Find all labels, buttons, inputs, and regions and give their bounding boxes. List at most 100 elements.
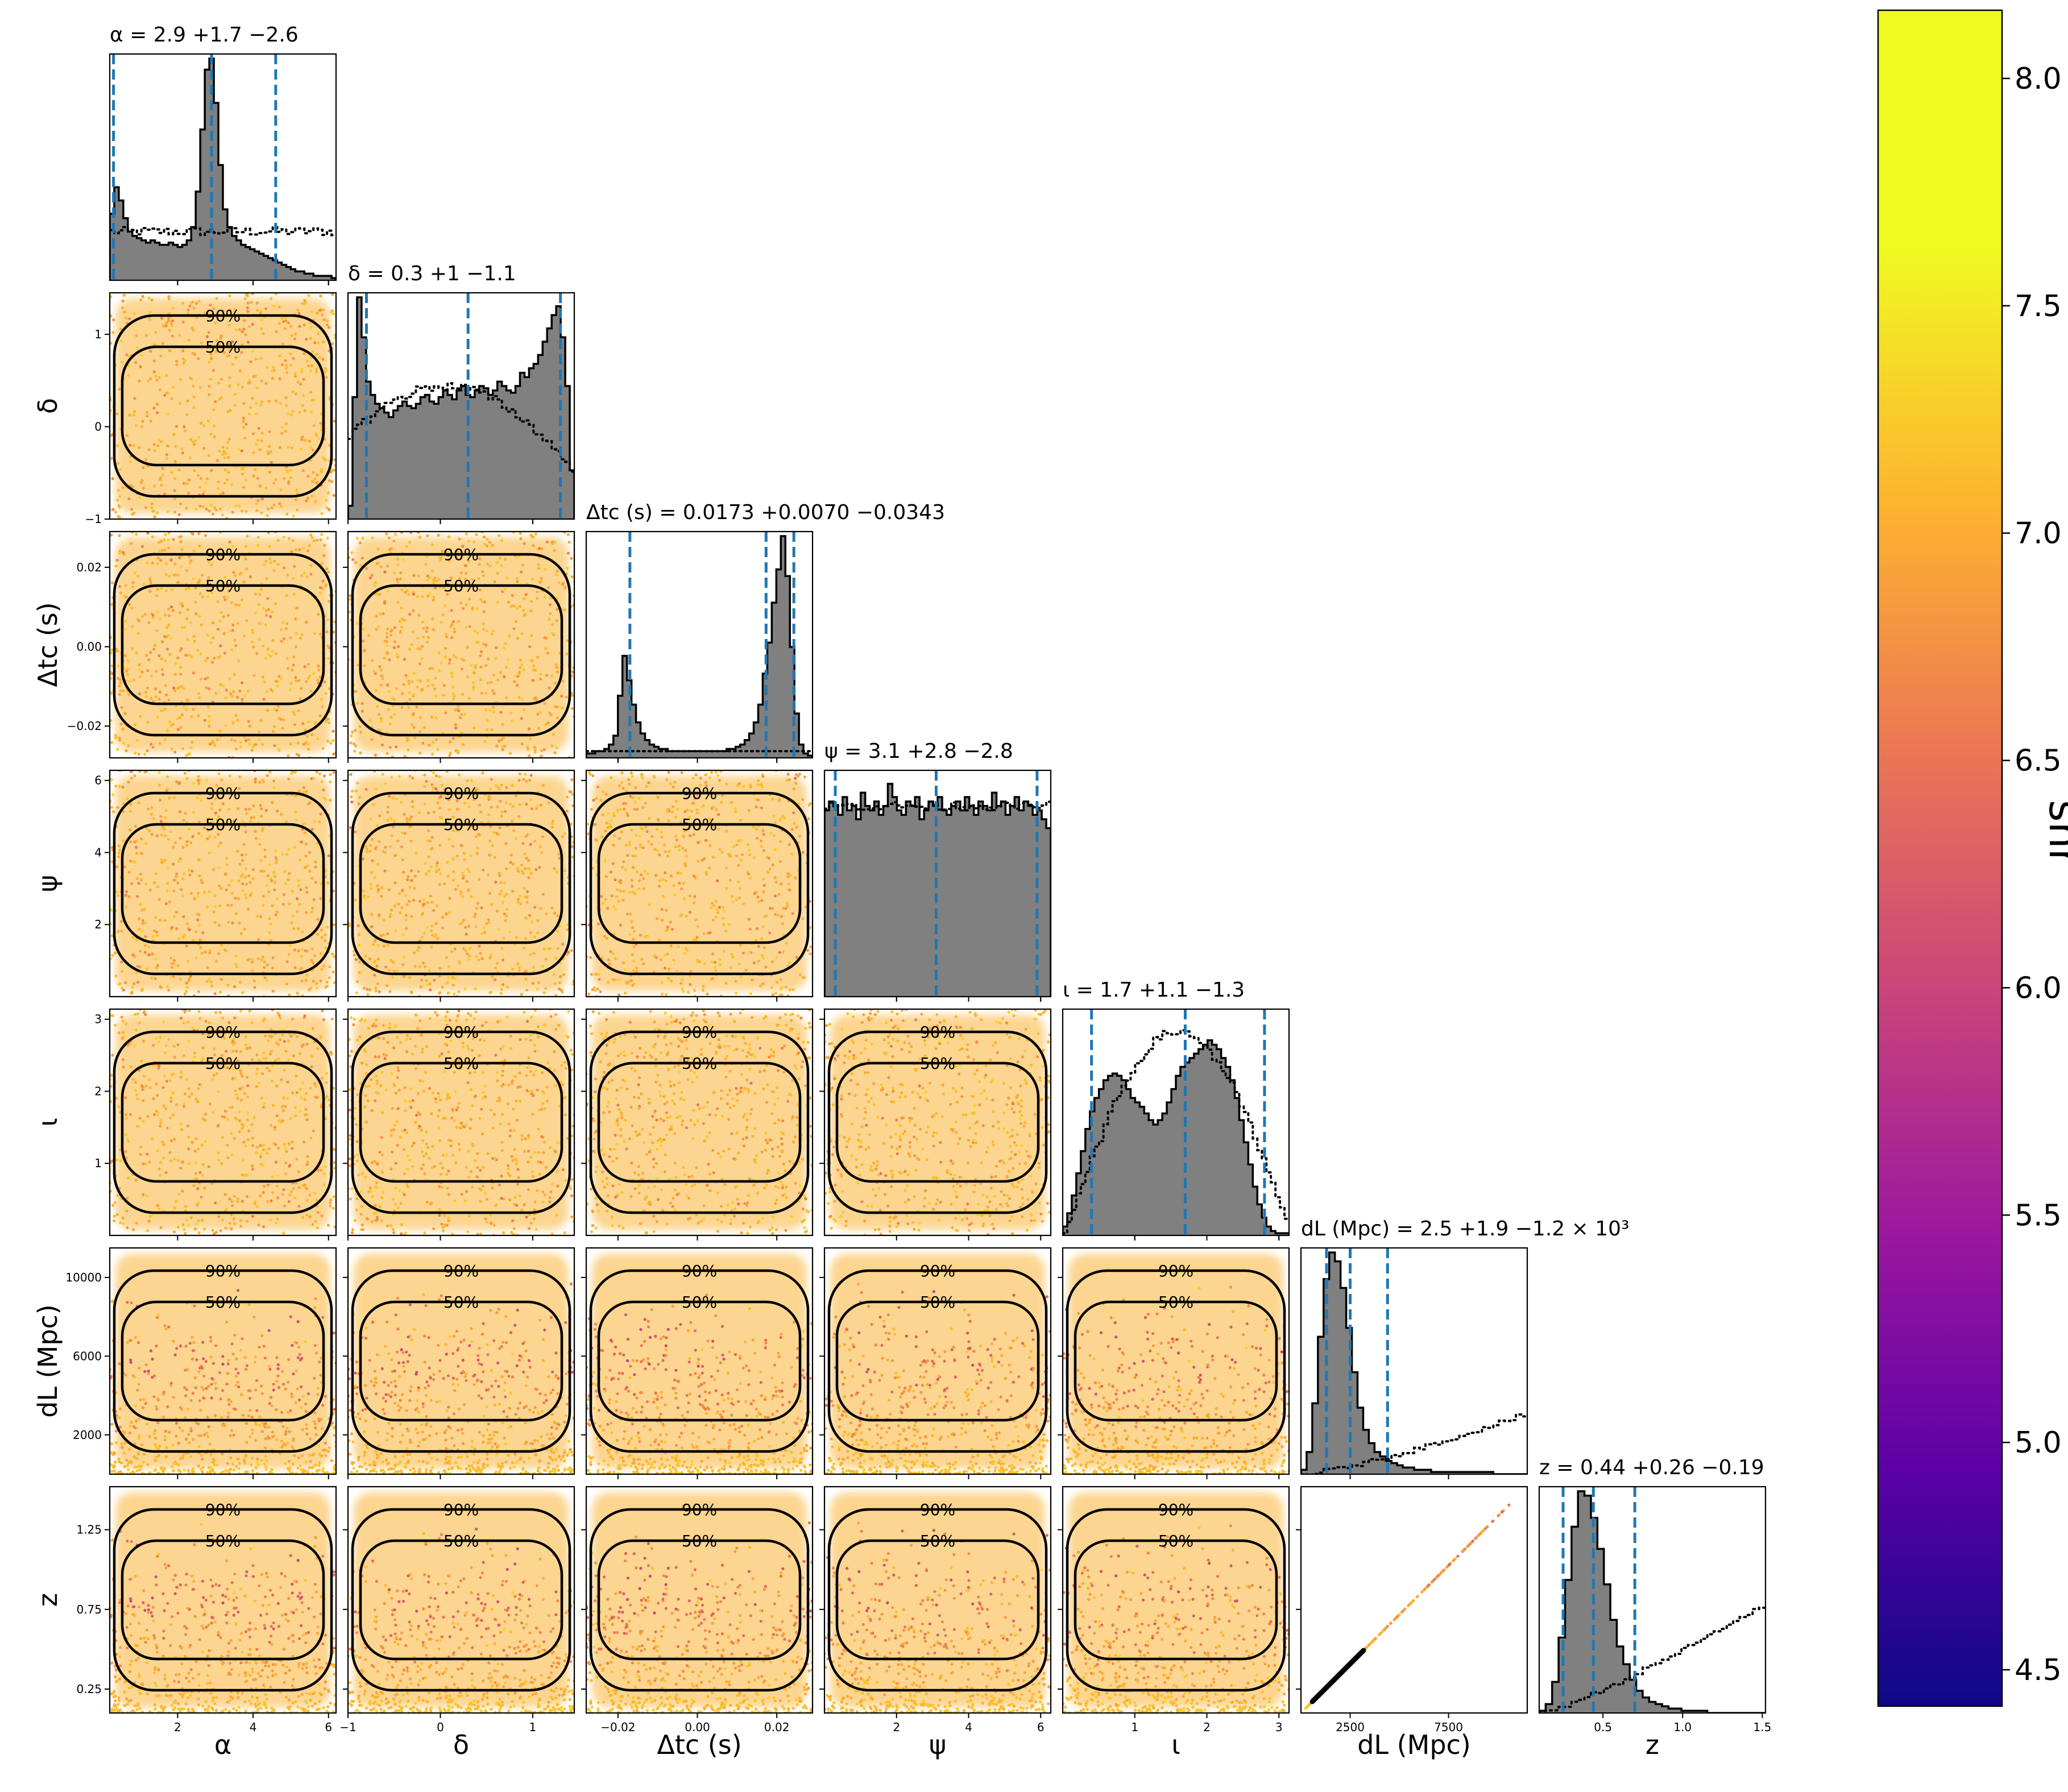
contour-90 [351, 1269, 571, 1453]
x-axis-label-delta: δ [453, 1729, 469, 1760]
contour-label-50: 50% [444, 1054, 479, 1073]
contour-90 [113, 1269, 333, 1453]
contour-label-50: 50% [205, 1054, 241, 1073]
colorbar-tick-label: 7.5 [2015, 289, 2062, 323]
contour-90 [589, 791, 810, 976]
contours: 50% 90% [589, 784, 810, 976]
contour-50 [835, 1539, 1040, 1661]
contour-label-50: 50% [444, 1293, 479, 1312]
contour-90 [113, 1030, 333, 1214]
contours: 50% 90% [113, 545, 333, 737]
histogram-fill [1539, 1491, 1766, 1713]
prior-line [110, 226, 336, 237]
panel-frame [109, 769, 337, 998]
panel-frame [585, 769, 814, 998]
histogram-fill [1063, 1040, 1289, 1235]
contour-90 [589, 1508, 810, 1692]
panel-frame [823, 1486, 1052, 1714]
contour-90 [589, 1269, 810, 1453]
contour-50 [121, 1300, 325, 1422]
contour-label-90: 90% [682, 1023, 717, 1042]
x-tick-label: 4 [965, 1720, 972, 1734]
y-tick-label: 1 [94, 1156, 102, 1170]
panel-dl-delta: 50% 90% [343, 1247, 575, 1479]
panel-z-delta: 50% 90% −1 0 1 [339, 1486, 575, 1734]
contours: 50% 90% [351, 1500, 571, 1692]
y-axis-label-dl: dL (Mpc) [32, 1304, 63, 1418]
contour-label-50: 50% [682, 1054, 717, 1073]
x-tick-label: 2500 [1336, 1720, 1365, 1734]
prior-line [1539, 1606, 1766, 1712]
x-axis-label-alpha: α [214, 1729, 231, 1760]
panel-frame [585, 1247, 814, 1475]
panel-frame [1538, 1486, 1767, 1714]
panel-iota-delta: 50% 90% [343, 1008, 575, 1241]
panel-dl-alpha: 50% 90% 2000 6000 10000 [65, 1247, 337, 1479]
x-tick-label: 0.02 [764, 1720, 790, 1734]
param-title-z: z = 0.44 +0.26 −0.19 [1539, 1456, 1764, 1479]
contour-90 [827, 1269, 1048, 1453]
scatter-points [586, 770, 813, 997]
contour-label-90: 90% [444, 1262, 479, 1280]
contour-label-50: 50% [205, 576, 241, 595]
param-title-dtc: Δtc (s) = 0.0173 +0.0070 −0.0343 [586, 501, 945, 524]
colorbar-tick-label: 5.5 [2015, 1198, 2062, 1233]
contours: 50% 90% [351, 545, 571, 737]
y-tick-label: 0 [94, 420, 102, 434]
contour-label-50: 50% [1158, 1293, 1193, 1312]
contour-50 [359, 1539, 563, 1661]
histogram-fill [1301, 1252, 1527, 1474]
contour-90 [113, 791, 333, 976]
colorbar-tick-label: 7.0 [2015, 517, 2062, 551]
y-tick-label: 1 [94, 327, 102, 341]
panel-frame [823, 1008, 1052, 1237]
param-title-alpha: α = 2.9 +1.7 −2.6 [110, 23, 299, 47]
contour-label-50: 50% [682, 1293, 717, 1312]
panel-psi-delta: 50% 90% [343, 769, 575, 1002]
contour-label-50: 50% [682, 815, 717, 834]
colorbar-tick-label: 6.0 [2015, 971, 2062, 1005]
histogram-fill [824, 783, 1051, 997]
contour-label-90: 90% [682, 784, 717, 803]
contour-50 [597, 823, 802, 944]
y-axis-label-dtc: Δtc (s) [32, 602, 63, 687]
panel-dtc-delta: 50% 90% [343, 530, 575, 763]
contour-90 [351, 553, 571, 737]
prior-line [348, 382, 574, 473]
panel-frame [109, 1247, 337, 1475]
panel-dtc-alpha: 50% 90% −0.02 0.00 0.02 [67, 530, 337, 763]
x-tick-label: 2 [893, 1720, 900, 1734]
contour-50 [1074, 1300, 1278, 1422]
colorbar-tick-label: 5.0 [2015, 1426, 2062, 1460]
contour-90 [1066, 1508, 1286, 1692]
panel-z-dl: 2500 7500 [1296, 1486, 1528, 1734]
y-tick-label: 0.75 [76, 1603, 102, 1616]
panel-z-z: 0.5 1.0 1.5 [1538, 1486, 1771, 1734]
prior-line [1063, 1029, 1289, 1235]
x-tick-label: 1 [1131, 1720, 1138, 1734]
contours: 50% 90% [351, 1023, 571, 1214]
panel-frame [1062, 1008, 1290, 1237]
contour-label-50: 50% [920, 1293, 955, 1312]
contour-label-90: 90% [444, 784, 479, 803]
panel-frame [109, 530, 337, 759]
contour-label-50: 50% [920, 1532, 955, 1550]
contour-50 [359, 1061, 563, 1183]
contour-label-50: 50% [444, 815, 479, 834]
colorbar-tick-label: 6.5 [2015, 744, 2062, 778]
histogram-fill [348, 297, 574, 519]
panel-frame [823, 1247, 1052, 1475]
x-tick-label: 6 [325, 1720, 332, 1734]
y-tick-label: 4 [94, 845, 102, 859]
param-title-iota: ι = 1.7 +1.1 −1.3 [1063, 978, 1245, 1002]
panel-iota-alpha: 50% 90% 1 2 3 [94, 1008, 337, 1241]
scatter-points [1063, 1285, 1289, 1474]
contours: 50% 90% [351, 784, 571, 976]
param-title-psi: ψ = 3.1 +2.8 −2.8 [824, 740, 1013, 763]
contour-50 [597, 1300, 802, 1422]
contours: 50% 90% [827, 1023, 1048, 1214]
scatter-points [110, 1289, 336, 1474]
param-title-delta: δ = 0.3 +1 −1.1 [348, 262, 516, 285]
x-tick-label: −0.02 [600, 1720, 635, 1734]
contour-50 [121, 1061, 325, 1183]
